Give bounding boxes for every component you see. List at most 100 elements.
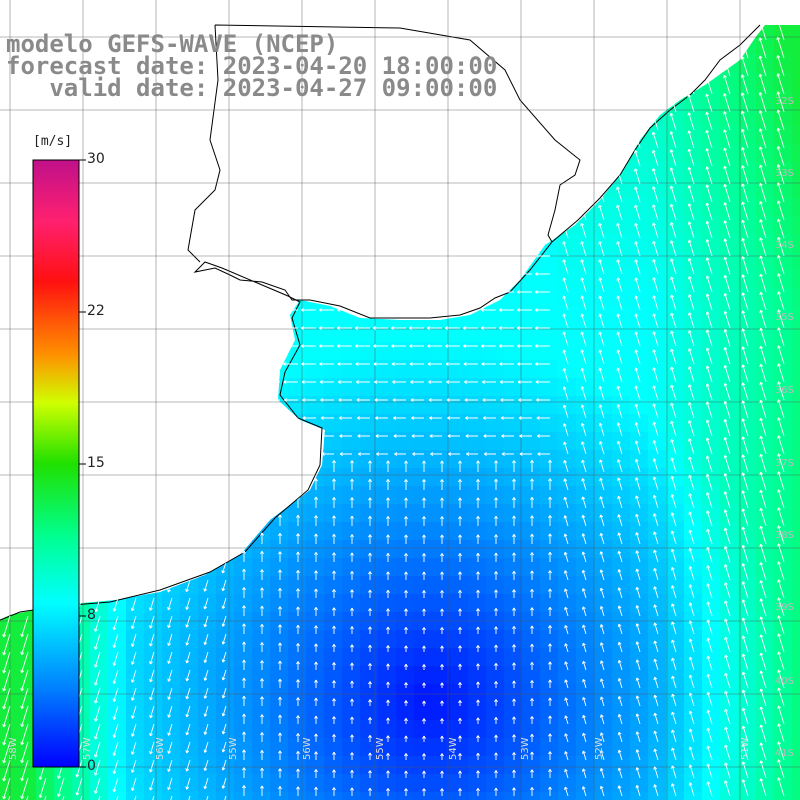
sea-cell [288, 522, 307, 541]
wind-arrow [242, 587, 246, 598]
sea-cell [126, 504, 145, 523]
wind-arrow [203, 669, 209, 681]
wind-arrow [599, 678, 605, 689]
sea-cell [522, 234, 541, 253]
wind-arrow [170, 530, 174, 544]
sea-cell [594, 432, 613, 451]
sea-cell [558, 144, 577, 163]
sea-cell [486, 576, 505, 595]
wind-arrow [530, 769, 534, 778]
wind-arrow [440, 700, 444, 706]
sea-cell [594, 594, 613, 613]
wind-arrow [516, 308, 532, 312]
wind-arrow [221, 633, 227, 645]
sea-cell [450, 792, 469, 800]
wind-arrow [598, 150, 605, 167]
sea-cell [666, 108, 685, 127]
wind-arrow [512, 534, 516, 544]
sea-cell [702, 180, 721, 199]
sea-cell [432, 756, 451, 775]
sea-cell [630, 270, 649, 289]
sea-cell [324, 324, 343, 343]
sea-cell [288, 774, 307, 793]
wind-arrow [278, 496, 282, 508]
sea-cell [126, 468, 145, 487]
sea-cell [468, 576, 487, 595]
wind-arrow [440, 735, 444, 742]
sea-cell [468, 468, 487, 487]
wind-arrow [246, 236, 262, 240]
sea-cell [792, 36, 800, 55]
wind-arrow [350, 607, 354, 616]
sea-cell [108, 450, 127, 469]
wind-arrow [422, 534, 426, 544]
sea-cell [378, 720, 397, 739]
wind-arrow [580, 313, 587, 329]
wind-arrow [494, 608, 498, 616]
wind-arrow [512, 515, 516, 526]
sea-cell [504, 36, 523, 55]
sea-cell [288, 486, 307, 505]
wind-arrow [615, 77, 623, 95]
wind-arrow [634, 385, 641, 401]
wind-arrow [458, 788, 462, 796]
wind-arrow [314, 697, 318, 706]
sea-cell [666, 450, 685, 469]
sea-cell [792, 324, 800, 343]
wind-arrow [652, 277, 659, 293]
wind-arrow [653, 549, 659, 563]
sea-cell [198, 0, 217, 19]
sea-cell [72, 108, 91, 127]
sea-cell [594, 648, 613, 667]
sea-cell [558, 702, 577, 721]
wind-arrow [228, 344, 244, 348]
wind-arrow [112, 651, 119, 667]
wind-arrow [651, 58, 659, 77]
wind-arrow [320, 416, 334, 420]
wind-arrow [723, 184, 731, 203]
sea-cell [342, 108, 361, 127]
sea-cell [90, 558, 109, 577]
wind-arrow [617, 641, 623, 653]
wind-arrow [408, 38, 424, 42]
wind-arrow [444, 164, 460, 168]
wind-arrow [156, 236, 172, 240]
sea-cell [648, 738, 667, 757]
wind-arrow [206, 531, 210, 544]
wind-arrow [149, 723, 155, 737]
sea-cell [702, 486, 721, 505]
sea-cell [720, 522, 739, 541]
wind-arrow [599, 750, 605, 761]
wind-arrow [561, 113, 569, 131]
wind-arrow [483, 452, 496, 456]
sea-cell [306, 648, 325, 667]
sea-cell [684, 738, 703, 757]
sea-cell [0, 756, 19, 775]
wind-arrow [314, 769, 318, 778]
wind-arrow [688, 547, 695, 563]
sea-cell [270, 756, 289, 775]
wind-arrow [635, 568, 641, 581]
sea-cell [324, 468, 343, 487]
sea-cell [450, 720, 469, 739]
sea-cell [792, 25, 800, 37]
sea-cell [630, 756, 649, 775]
sea-cell [18, 630, 37, 649]
sea-cell [738, 540, 757, 559]
wind-arrow [688, 493, 695, 509]
wind-arrow [671, 603, 677, 617]
wind-arrow [476, 571, 480, 580]
wind-arrow [278, 732, 282, 742]
wind-arrow [336, 110, 352, 114]
sea-cell [0, 666, 19, 685]
sea-cell [594, 144, 613, 163]
sea-cell [756, 720, 775, 739]
sea-cell [378, 792, 397, 800]
wind-arrow [408, 290, 424, 294]
wind-arrow [759, 760, 767, 779]
sea-cell [612, 594, 631, 613]
sea-cell [666, 180, 685, 199]
wind-arrow [282, 110, 298, 114]
sea-cell [414, 414, 433, 433]
sea-cell [594, 54, 613, 73]
